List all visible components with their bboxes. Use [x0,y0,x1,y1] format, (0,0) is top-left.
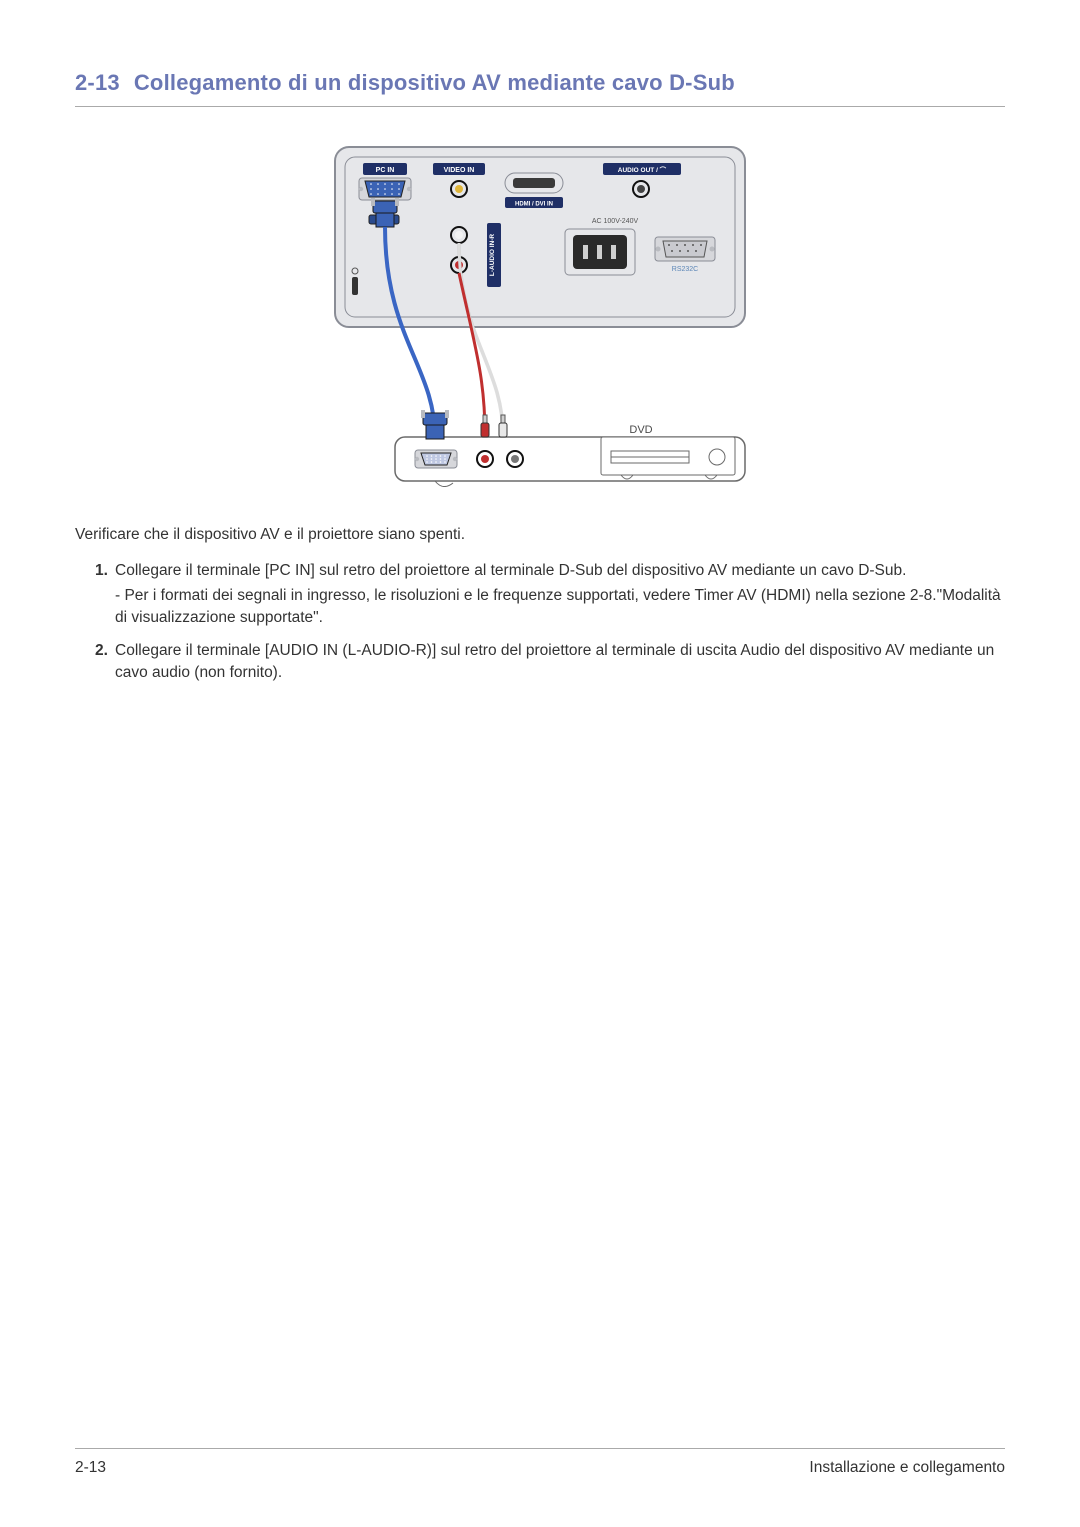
svg-text:HDMI / DVI IN: HDMI / DVI IN [515,202,553,208]
section-title: Collegamento di un dispositivo AV median… [134,70,735,95]
step-1-sub: - Per i formati dei segnali in ingresso,… [115,585,1005,630]
step-1-main: Collegare il terminale [PC IN] sul retro… [115,562,906,579]
svg-text:L-AUDIO IN-R: L-AUDIO IN-R [489,234,496,277]
heading-rule [75,106,1005,107]
footer-left: 2-13 [75,1459,106,1477]
svg-text:RS232C: RS232C [672,266,698,273]
footer-right: Installazione e collegamento [809,1459,1005,1477]
section-heading: 2-13 Collegamento di un dispositivo AV me… [75,70,1005,96]
svg-text:VIDEO IN: VIDEO IN [444,167,475,174]
svg-text:DVD: DVD [629,424,652,436]
svg-text:AUDIO OUT / ⌒: AUDIO OUT / ⌒ [618,165,667,174]
connection-diagram: PC IN VIDEO IN AUDIO OUT / ⌒ HDMI / DVI IN A… [325,137,755,487]
step-1: Collegare il terminale [PC IN] sul retro… [95,560,1005,629]
step-2-main: Collegare il terminale [AUDIO IN (L-AUDI… [115,642,994,681]
step-2: Collegare il terminale [AUDIO IN (L-AUDI… [95,640,1005,685]
section-number: 2-13 [75,70,120,95]
intro-text: Verificare che il dispositivo AV e il pr… [75,524,1005,546]
steps-list: Collegare il terminale [PC IN] sul retro… [75,560,1005,684]
svg-text:AC 100V-240V: AC 100V-240V [592,218,639,225]
svg-text:PC IN: PC IN [376,167,395,174]
diagram-container: PC IN VIDEO IN AUDIO OUT / ⌒ HDMI / DVI IN A… [75,137,1005,492]
page-footer: 2-13 Installazione e collegamento [75,1448,1005,1477]
